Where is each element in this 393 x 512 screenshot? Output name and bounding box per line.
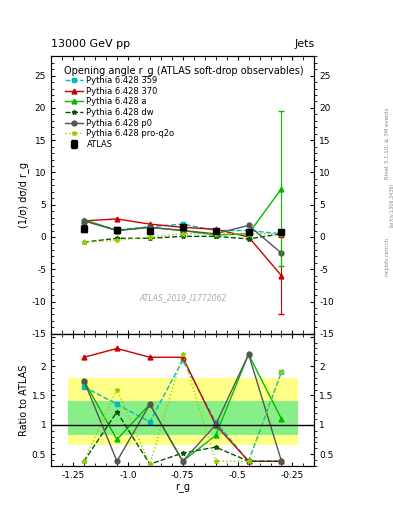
Pythia 6.428 pro-q2o [213,231,218,237]
Pythia 6.428 a [147,224,152,230]
Pythia 6.428 dw [246,236,251,242]
Pythia 6.428 a [180,227,185,233]
Text: Opening angle r_g (ATLAS soft-drop observables): Opening angle r_g (ATLAS soft-drop obser… [64,65,304,76]
Pythia 6.428 a [279,185,284,191]
Text: 13000 GeV pp: 13000 GeV pp [51,38,130,49]
Pythia 6.428 pro-q2o [115,237,119,243]
Line: Pythia 6.428 pro-q2o: Pythia 6.428 pro-q2o [82,231,284,245]
Pythia 6.428 370 [213,226,218,232]
Pythia 6.428 359 [147,224,152,230]
Pythia 6.428 pro-q2o [279,231,284,237]
Pythia 6.428 p0 [115,227,119,233]
Pythia 6.428 p0 [82,218,86,224]
Pythia 6.428 pro-q2o [246,231,251,237]
Pythia 6.428 pro-q2o [180,231,185,237]
Pythia 6.428 370 [246,234,251,240]
Pythia 6.428 359 [82,218,86,224]
Y-axis label: Ratio to ATLAS: Ratio to ATLAS [19,364,29,436]
X-axis label: r_g: r_g [175,482,190,493]
Line: Pythia 6.428 a: Pythia 6.428 a [82,186,284,238]
Pythia 6.428 a [246,231,251,237]
Pythia 6.428 370 [82,218,86,224]
Pythia 6.428 p0 [213,231,218,237]
Pythia 6.428 359 [213,227,218,233]
Pythia 6.428 370 [147,221,152,227]
Y-axis label: (1/σ) dσ/d r_g: (1/σ) dσ/d r_g [18,162,29,228]
Pythia 6.428 dw [279,231,284,237]
Pythia 6.428 p0 [246,222,251,228]
Line: Pythia 6.428 359: Pythia 6.428 359 [82,219,284,236]
Pythia 6.428 359 [279,231,284,237]
Pythia 6.428 a [213,232,218,238]
Pythia 6.428 a [82,217,86,223]
Pythia 6.428 p0 [147,224,152,230]
Text: mcplots.cern.ch: mcplots.cern.ch [385,237,389,275]
Pythia 6.428 359 [115,227,119,233]
Line: Pythia 6.428 dw: Pythia 6.428 dw [82,231,284,245]
Text: ATLAS_2019_I1772062: ATLAS_2019_I1772062 [139,293,226,302]
Line: Pythia 6.428 370: Pythia 6.428 370 [82,217,284,278]
Text: Jets: Jets [294,38,314,49]
Pythia 6.428 dw [213,233,218,240]
Pythia 6.428 dw [115,235,119,241]
Pythia 6.428 370 [180,224,185,230]
Line: Pythia 6.428 p0: Pythia 6.428 p0 [82,219,284,255]
Pythia 6.428 370 [115,216,119,222]
Pythia 6.428 pro-q2o [147,234,152,240]
Pythia 6.428 pro-q2o [82,239,86,245]
Legend: Pythia 6.428 359, Pythia 6.428 370, Pythia 6.428 a, Pythia 6.428 dw, Pythia 6.42: Pythia 6.428 359, Pythia 6.428 370, Pyth… [63,74,176,151]
Text: Rivet 3.1.10, ≥ 3M events: Rivet 3.1.10, ≥ 3M events [385,108,389,179]
Pythia 6.428 p0 [279,250,284,256]
Pythia 6.428 p0 [180,227,185,233]
Pythia 6.428 370 [279,273,284,279]
Pythia 6.428 dw [82,239,86,245]
Pythia 6.428 359 [246,227,251,233]
Pythia 6.428 a [115,227,119,233]
Pythia 6.428 359 [180,221,185,227]
Pythia 6.428 dw [147,235,152,241]
Pythia 6.428 dw [180,233,185,240]
Text: [arXiv:1306.3436]: [arXiv:1306.3436] [389,183,393,227]
